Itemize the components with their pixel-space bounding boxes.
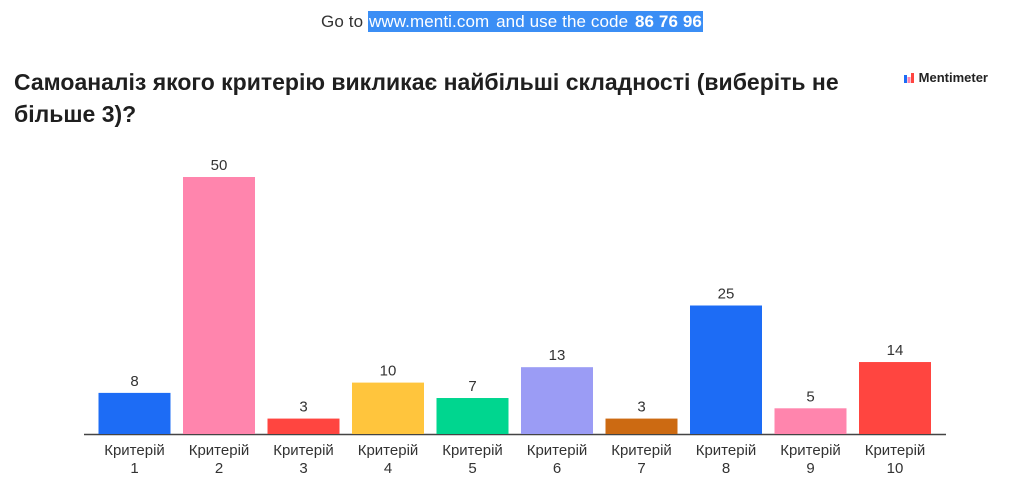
brand-name: Mentimeter [918,70,988,85]
category-label-10: Критерій 10 [865,442,926,477]
bar-value-label-4: 10 [380,363,397,380]
bar-value-label-2: 50 [211,157,228,174]
join-instructions: Go to www.menti.com and use the code 86 … [0,11,1024,32]
join-middle-text: and use the code [490,11,634,32]
category-label-3: Критерій 3 [273,442,334,477]
bar-6 [521,367,593,434]
category-label-7: Критерій 7 [611,442,672,477]
bar-value-label-9: 5 [806,388,814,405]
bar-1 [98,392,171,434]
bar-value-label-3: 3 [299,399,307,416]
category-label-1: Критерій 1 [104,442,165,477]
category-label-9: Критерій 9 [780,442,841,477]
bar-7 [605,418,678,434]
category-label-8: Критерій 8 [696,442,757,477]
bar-4 [352,382,424,434]
bar-value-label-1: 8 [130,373,138,390]
category-label-6: Критерій 6 [527,442,588,477]
bar-value-label-10: 14 [887,342,904,359]
bar-9 [774,408,847,434]
bar-2 [183,177,255,434]
bar-value-label-7: 3 [637,399,645,416]
join-prefix: Go to [321,12,368,31]
category-label-4: Критерій 4 [358,442,419,477]
brand-mark: Mentimeter [903,70,988,85]
bar-3 [267,418,340,434]
join-code: 86 76 96 [633,11,703,32]
bar-value-label-8: 25 [718,286,735,303]
bar-value-label-5: 7 [468,378,476,395]
category-label-2: Критерій 2 [189,442,250,477]
bar-10 [859,362,931,434]
join-url-link[interactable]: www.menti.com [367,11,491,32]
mentimeter-logo-icon [903,72,914,83]
bar-5 [436,398,509,434]
category-label-5: Критерій 5 [442,442,503,477]
question-title: Самоаналіз якого критерію викликає найбі… [14,69,839,127]
bar-8 [690,305,762,434]
bar-value-label-6: 13 [549,347,566,364]
